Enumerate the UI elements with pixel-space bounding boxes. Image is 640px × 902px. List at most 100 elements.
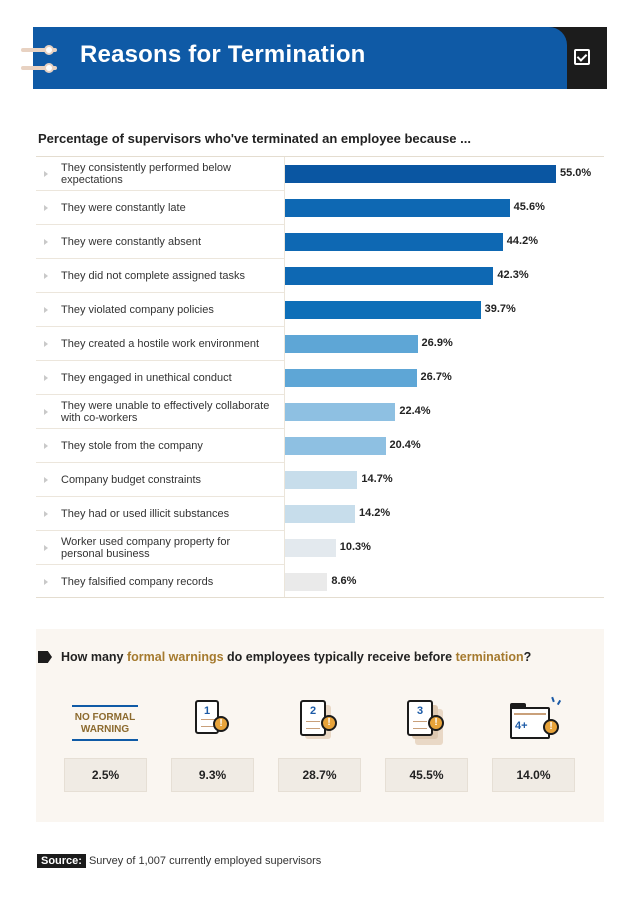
bar-value-label: 44.2% — [506, 235, 538, 247]
chart-row: They violated company policies 39.7% — [36, 293, 604, 327]
warning-value-4plus: 14.0% — [492, 758, 575, 792]
row-divider — [36, 292, 284, 293]
row-marker-icon — [44, 375, 48, 381]
bar — [285, 505, 355, 523]
bar-value-label: 26.7% — [420, 371, 452, 383]
row-divider — [36, 564, 284, 565]
bar — [285, 199, 510, 217]
bar-value-label: 10.3% — [339, 541, 371, 553]
category-label: Company budget constraints — [61, 474, 202, 486]
warning-value-3: 45.5% — [385, 758, 468, 792]
bar-value-label: 22.4% — [399, 405, 431, 417]
bar-value-label: 55.0% — [560, 167, 592, 179]
source-note: Source: Survey of 1,007 currently employe… — [37, 854, 322, 868]
row-divider — [36, 258, 284, 259]
bar-chart: They consistently performed below expect… — [36, 157, 604, 597]
bar — [285, 403, 396, 421]
category-label: They were constantly absent — [61, 236, 202, 248]
header-banner: Reasons for Termination — [33, 27, 607, 89]
row-marker-icon — [44, 171, 48, 177]
bar — [285, 573, 328, 591]
chart-row: They created a hostile work environment 2… — [36, 327, 604, 361]
category-label: Worker used company property for persona… — [61, 536, 231, 560]
page-title: Reasons for Termination — [80, 41, 366, 68]
header-notch — [535, 27, 567, 89]
chart-row: They engaged in unethical conduct 26.7% — [36, 361, 604, 395]
category-label: They violated company policies — [61, 304, 214, 316]
warnings-question: How many formal warnings do employees ty… — [61, 650, 532, 664]
row-divider — [36, 360, 284, 361]
warning-badge-icon: ! — [213, 716, 229, 732]
category-label: They falsified company records — [61, 576, 214, 588]
row-marker-icon — [44, 205, 48, 211]
tag-arrow-icon — [38, 651, 52, 663]
row-marker-icon — [44, 409, 48, 415]
bar — [285, 437, 386, 455]
warning-value-none: 2.5% — [64, 758, 147, 792]
bar — [285, 539, 336, 557]
warning-value-2: 28.7% — [278, 758, 361, 792]
chart-axis-line — [284, 157, 285, 597]
bar-value-label: 39.7% — [484, 303, 516, 315]
chart-bottom-rule — [36, 597, 604, 598]
bar-value-label: 14.2% — [358, 507, 391, 519]
warning-badge-icon: ! — [543, 719, 559, 735]
row-marker-icon — [44, 545, 48, 551]
row-marker-icon — [44, 443, 48, 449]
row-divider — [36, 428, 284, 429]
bar-value-label: 45.6% — [513, 201, 545, 213]
row-divider — [36, 530, 284, 531]
source-label: Source: — [37, 854, 86, 868]
row-marker-icon — [44, 307, 48, 313]
bar — [285, 233, 503, 251]
document-2-icon: 2 — [300, 700, 326, 736]
bar-value-label: 26.9% — [421, 337, 453, 349]
category-label: They were constantly late — [61, 202, 186, 214]
row-divider — [36, 326, 284, 327]
row-divider — [36, 496, 284, 497]
row-marker-icon — [44, 239, 48, 245]
chart-row: Worker used company property for persona… — [36, 531, 604, 565]
chart-row: They were unable to effectively collabor… — [36, 395, 604, 429]
checkbox-icon — [574, 49, 590, 65]
category-label: They had or used illicit substances — [61, 508, 230, 520]
bar-value-label: 14.7% — [361, 473, 393, 485]
row-marker-icon — [44, 511, 48, 517]
row-divider — [36, 462, 284, 463]
bar — [285, 471, 358, 489]
chart-row: They consistently performed below expect… — [36, 157, 604, 191]
row-marker-icon — [44, 477, 48, 483]
no-formal-warning-label: NO FORMAL WARNING — [74, 712, 136, 735]
category-label: They consistently performed below expect… — [61, 162, 231, 186]
source-text: Survey of 1,007 currently employed super… — [88, 855, 322, 867]
row-marker-icon — [44, 579, 48, 585]
category-label: They engaged in unethical conduct — [61, 372, 232, 384]
bar — [285, 369, 417, 387]
bar-value-label: 8.6% — [331, 575, 357, 587]
chart-row: They had or used illicit substances 14.2% — [36, 497, 604, 531]
bar — [285, 335, 418, 353]
row-divider — [36, 190, 284, 191]
row-divider — [36, 224, 284, 225]
bar — [285, 301, 481, 319]
chart-row: They were constantly late 45.6% — [36, 191, 604, 225]
chart-row: They were constantly absent 44.2% — [36, 225, 604, 259]
chart-top-rule — [36, 156, 604, 157]
warning-badge-icon: ! — [428, 715, 444, 731]
category-label: They stole from the company — [61, 440, 203, 452]
warning-value-1: 9.3% — [171, 758, 254, 792]
row-marker-icon — [44, 341, 48, 347]
warning-badge-icon: ! — [321, 715, 337, 731]
category-label: They were unable to effectively collabor… — [61, 400, 270, 424]
chart-title: Percentage of supervisors who've termina… — [38, 131, 471, 146]
chart-row: They falsified company records 8.6% — [36, 565, 604, 599]
alert-rays-icon — [550, 696, 562, 707]
chart-row: They did not complete assigned tasks 42.3… — [36, 259, 604, 293]
chart-row: Company budget constraints 14.7% — [36, 463, 604, 497]
bar — [285, 165, 556, 183]
bar-value-label: 42.3% — [497, 269, 529, 281]
category-label: They created a hostile work environment — [61, 338, 260, 350]
row-divider — [36, 394, 284, 395]
chart-row: They stole from the company 20.4% — [36, 429, 604, 463]
row-marker-icon — [44, 273, 48, 279]
